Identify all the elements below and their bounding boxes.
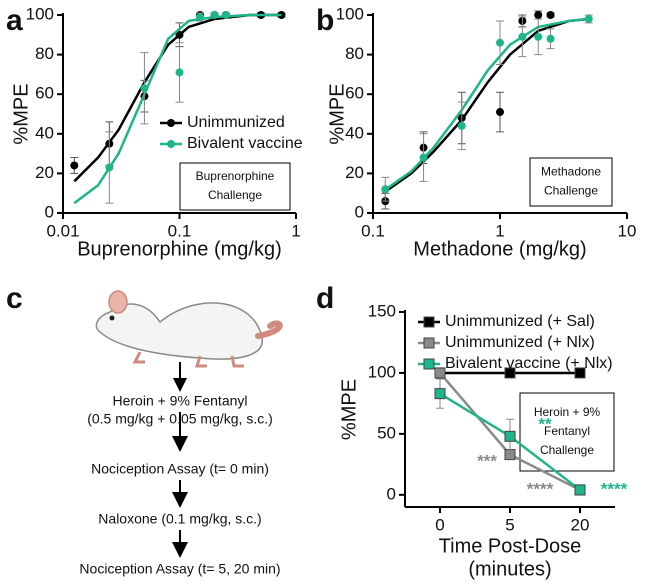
legend-marker <box>423 358 435 370</box>
legend-label: Bivalent vaccine <box>187 135 303 152</box>
data-point <box>221 11 230 19</box>
y-axis-title: %MPE <box>326 83 348 144</box>
data-point <box>434 388 446 400</box>
y-tick-label: 80 <box>345 44 364 63</box>
fit-curve <box>382 17 589 195</box>
legend-marker <box>423 337 435 349</box>
x-tick-label: 10 <box>618 221 637 240</box>
data-point <box>546 34 555 43</box>
panel-letter: c <box>6 282 23 315</box>
annotation-box <box>529 157 613 207</box>
annotation-text: Challenge <box>540 443 594 457</box>
y-axis-title: %MPE <box>338 379 360 440</box>
step-text: Naloxone (0.1 mg/kg, s.c.) <box>98 511 261 527</box>
legend-label: Unimmunized <box>187 114 285 131</box>
annotation-text: Challenge <box>208 188 262 202</box>
y-tick-label: 20 <box>345 163 364 182</box>
x-tick-label: 5 <box>505 515 514 534</box>
data-point <box>574 484 586 496</box>
x-tick-label: 0.01 <box>46 221 79 240</box>
annotation-text: Fentanyl <box>544 424 590 438</box>
data-point <box>140 84 149 93</box>
data-point <box>381 185 390 194</box>
significance-label: ** <box>538 414 552 433</box>
y-tick-label: 100 <box>368 362 396 381</box>
annotation-text: Challenge <box>544 184 598 198</box>
data-point <box>175 30 184 39</box>
flow-arrows <box>172 362 188 558</box>
step-text: Nociception Assay (t= 5, 20 min) <box>79 561 280 577</box>
step-text: Nociception Assay (t= 0 min) <box>91 461 269 477</box>
data-point <box>496 38 504 47</box>
rat-illustration <box>95 290 283 368</box>
data-point <box>434 367 446 379</box>
legend-label: Unimmunized (+ Sal) <box>445 313 595 330</box>
y-tick-label: 0 <box>355 202 364 221</box>
y-tick-label: 100 <box>26 4 54 23</box>
legend-marker <box>167 119 175 127</box>
legend-marker <box>167 140 175 148</box>
y-tick-label: 20 <box>35 163 54 182</box>
data-point <box>496 108 504 117</box>
x-tick-label: 0.1 <box>361 221 385 240</box>
data-point <box>574 367 586 379</box>
y-tick-label: 40 <box>35 123 54 142</box>
legend-marker <box>423 316 435 328</box>
y-tick-label: 80 <box>35 44 54 63</box>
significance-label: *** <box>477 451 497 470</box>
data-point <box>196 12 205 21</box>
legend-label: Unimmunized (+ Nlx) <box>445 334 595 351</box>
data-point <box>105 163 114 172</box>
data-point <box>546 11 555 19</box>
y-tick-label: 60 <box>35 84 54 103</box>
y-tick-label: 0 <box>45 202 54 221</box>
data-point <box>175 68 184 77</box>
data-point <box>210 11 219 19</box>
x-tick-label: 1 <box>291 221 300 240</box>
fit-curve <box>73 13 282 205</box>
x-axis-title: Time Post-Dose <box>439 535 582 557</box>
panel-letter: a <box>6 4 23 37</box>
data-point <box>504 430 516 442</box>
fit-curve <box>382 17 589 193</box>
significance-label: **** <box>527 479 554 498</box>
x-tick-label: 20 <box>571 515 590 534</box>
y-axis-title: %MPE <box>10 83 32 144</box>
data-point <box>584 14 593 23</box>
step-text: Heroin + 9% Fentanyl <box>112 393 247 409</box>
data-point <box>419 153 428 162</box>
data-point <box>457 121 466 130</box>
y-tick-label: 0 <box>387 484 396 503</box>
annotation-text: Methadone <box>541 165 601 179</box>
x-axis-title: Methadone (mg/kg) <box>413 238 586 260</box>
y-tick-label: 40 <box>345 123 364 142</box>
panel-letter: b <box>316 4 334 37</box>
y-tick-label: 150 <box>368 301 396 320</box>
significance-label: **** <box>601 479 628 498</box>
data-point <box>518 32 527 41</box>
x-tick-label: 0.1 <box>168 221 192 240</box>
fit-curve <box>73 13 282 183</box>
y-tick-label: 60 <box>345 84 364 103</box>
x-tick-label: 1 <box>495 221 504 240</box>
annotation-text: Buprenorphine <box>196 169 275 183</box>
y-tick-label: 100 <box>336 4 364 23</box>
x-axis-title: (minutes) <box>468 558 551 580</box>
data-point <box>534 32 543 41</box>
annotation-box <box>519 392 615 472</box>
data-point <box>70 161 79 170</box>
annotation-box <box>179 162 291 211</box>
annotation-text: Heroin + 9% <box>534 405 601 419</box>
data-point <box>534 11 543 19</box>
x-axis-title: Buprenorphine (mg/kg) <box>77 238 282 260</box>
data-point <box>504 367 516 379</box>
step-text: (0.5 mg/kg + 0.05 mg/kg, s.c.) <box>87 411 273 427</box>
y-tick-label: 50 <box>377 423 396 442</box>
legend-label: Bivalent vaccine (+ Nlx) <box>445 355 613 372</box>
panel-letter: d <box>316 282 334 315</box>
x-tick-label: 0 <box>435 515 444 534</box>
